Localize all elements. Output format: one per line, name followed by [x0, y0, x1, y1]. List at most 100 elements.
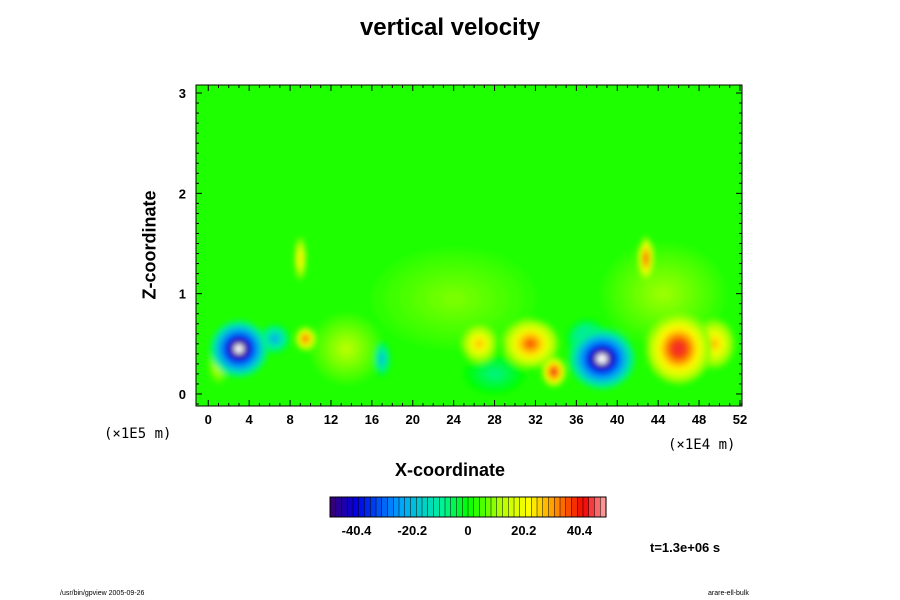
colorbar-segment: [439, 497, 446, 517]
colorbar-segment: [387, 497, 394, 517]
colorbar-segment: [456, 497, 463, 517]
colorbar-segment: [410, 497, 417, 517]
colorbar-segment: [450, 497, 458, 517]
colorbar: -40.4 -20.2 0 20.2 40.4: [329, 496, 607, 538]
field-feature: [673, 342, 685, 355]
colorbar-segment: [479, 497, 486, 517]
field-feature: [340, 342, 353, 355]
colorbar-segment: [571, 497, 578, 517]
colorbar-segment: [422, 497, 429, 517]
colorbar-segment: [370, 497, 377, 517]
y-tick-label: 1: [179, 287, 186, 302]
colorbar-segment: [427, 497, 435, 517]
colorbar-segment: [531, 497, 538, 517]
x-tick-label: 8: [286, 412, 293, 427]
colorbar-segment: [404, 497, 412, 517]
colorbar-frame: [329, 496, 607, 518]
colorbar-segment: [381, 497, 389, 517]
x-tick-label: 44: [651, 412, 666, 427]
field-feature: [303, 336, 308, 341]
time-annotation: t=1.3e+06 s: [650, 540, 721, 555]
colorbar-segment: [577, 497, 584, 517]
colorbar-segment: [542, 497, 550, 517]
colorbar-segment: [353, 497, 360, 517]
x-tick-label: 40: [610, 412, 624, 427]
field-feature: [596, 353, 608, 364]
x-tick-label: 24: [446, 412, 461, 427]
colorbar-tick-label: 20.2: [511, 523, 536, 538]
colorbar-segment: [468, 497, 475, 517]
colorbar-segment: [537, 497, 544, 517]
field-feature: [234, 344, 244, 354]
y-tick-label: 0: [179, 387, 186, 402]
field-feature: [644, 254, 648, 263]
colorbar-segment: [600, 497, 607, 517]
colorbar-segment: [335, 497, 343, 517]
colorbar-segment: [364, 497, 371, 517]
field-feature: [440, 290, 468, 308]
y-tick-label: 2: [179, 186, 186, 201]
colorbar-segment: [341, 497, 348, 517]
colorbar-segment: [393, 497, 400, 517]
colorbar-segment: [565, 497, 573, 517]
x-tick-label: 36: [569, 412, 583, 427]
colorbar-segment: [433, 497, 440, 517]
colorbar-tick-label: 0: [464, 523, 471, 538]
colorbar-tick-label: -40.4: [342, 523, 372, 538]
colorbar-segment: [496, 497, 504, 517]
x-axis: 0 4 8 12 16 20 24 28 32 36 40 44 48 52: [205, 85, 747, 427]
y-axis: 0 1 2 3: [179, 86, 742, 405]
colorbar-segment: [485, 497, 492, 517]
colorbar-tick-label: 40.4: [567, 523, 593, 538]
colorbar-segment: [560, 497, 567, 517]
x-tick-label: 32: [528, 412, 542, 427]
field-feature: [299, 254, 302, 263]
colorbar-segment: [376, 497, 383, 517]
field-feature: [380, 355, 384, 362]
field-feature: [710, 339, 718, 349]
colorbar-segment: [462, 497, 469, 517]
field-feature: [653, 285, 674, 303]
colorbar-segment: [358, 497, 366, 517]
x-axis-unit: (×1E4 m): [668, 437, 736, 453]
field-feature: [525, 339, 536, 349]
colorbar-tick-label: -20.2: [397, 523, 427, 538]
colorbar-segment: [548, 497, 555, 517]
plot-frame: [195, 84, 743, 407]
colorbar-segment: [525, 497, 532, 517]
colorbar-segment: [473, 497, 481, 517]
chart-title: vertical velocity: [359, 14, 541, 41]
colorbar-segment: [491, 497, 498, 517]
colorbar-segment: [583, 497, 590, 517]
heatmap-field: [196, 85, 742, 406]
x-tick-label: 48: [692, 412, 706, 427]
x-tick-label: 52: [733, 412, 747, 427]
colorbar-segment: [594, 497, 601, 517]
colorbar-segment: [399, 497, 406, 517]
colorbar-segment: [588, 497, 596, 517]
field-feature: [272, 336, 278, 342]
colorbar-segment: [514, 497, 521, 517]
field-feature: [551, 369, 556, 375]
colorbar-segment: [519, 497, 527, 517]
footer-right: arare-ell-bulk: [708, 590, 749, 597]
y-tick-label: 3: [179, 86, 186, 101]
colorbar-segment: [554, 497, 561, 517]
x-tick-label: 16: [365, 412, 379, 427]
field-feature: [489, 370, 500, 378]
x-tick-label: 28: [487, 412, 501, 427]
footer-left: /usr/bin/gpview 2005-09-26: [60, 590, 145, 597]
field-feature: [476, 340, 483, 348]
colorbar-segment: [502, 497, 509, 517]
x-tick-label: 0: [205, 412, 212, 427]
colorbar-segment: [416, 497, 423, 517]
x-tick-label: 20: [406, 412, 420, 427]
colorbar-segment: [347, 497, 354, 517]
x-tick-label: 12: [324, 412, 338, 427]
colorbar-segment: [330, 497, 337, 517]
colorbar-segment: [445, 497, 452, 517]
x-tick-label: 4: [246, 412, 254, 427]
colorbar-segment: [508, 497, 515, 517]
x-axis-title: X-coordinate: [394, 460, 505, 480]
